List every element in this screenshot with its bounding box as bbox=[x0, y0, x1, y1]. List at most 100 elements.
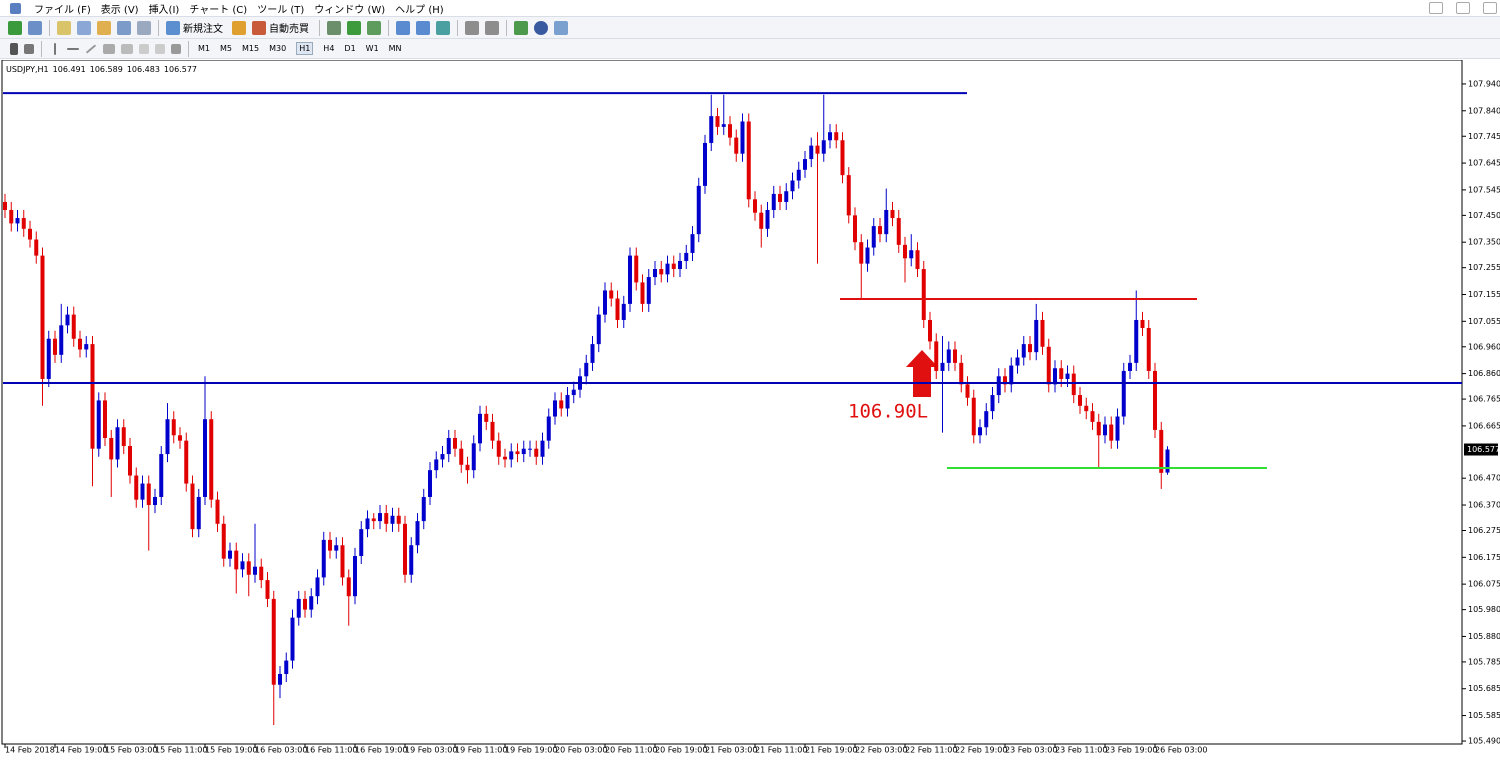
candle-body bbox=[928, 319, 932, 342]
candle-body bbox=[246, 561, 251, 575]
crosshair-tool[interactable] bbox=[24, 43, 34, 54]
channel-tool[interactable] bbox=[103, 43, 115, 54]
y-tick-label: 105.490 bbox=[1468, 737, 1500, 746]
menu-item[interactable]: チャート (C) bbox=[189, 4, 248, 16]
zoom-out-button[interactable] bbox=[416, 20, 430, 35]
header-high: 106.589 bbox=[90, 65, 123, 74]
candle-body bbox=[728, 124, 732, 138]
candle-body bbox=[840, 140, 845, 176]
minimize-button[interactable] bbox=[1429, 2, 1443, 14]
hline-tool[interactable] bbox=[67, 47, 79, 50]
tool-button[interactable] bbox=[327, 20, 341, 35]
tool-button[interactable] bbox=[436, 20, 450, 35]
new-order-icon[interactable] bbox=[166, 20, 180, 35]
menu-item[interactable]: ヘルプ (H) bbox=[395, 4, 444, 16]
arrow-tool[interactable] bbox=[171, 43, 181, 54]
tool-button[interactable] bbox=[514, 20, 528, 35]
cursor-tool[interactable] bbox=[10, 42, 18, 55]
timeframe-button[interactable]: M15 bbox=[242, 44, 260, 53]
vline-tool[interactable] bbox=[54, 42, 56, 55]
menu-item[interactable]: ウィンドウ (W) bbox=[314, 4, 386, 16]
candle-body bbox=[828, 132, 832, 141]
candle-body bbox=[1015, 357, 1020, 366]
candle-body bbox=[496, 440, 501, 457]
menu-item[interactable]: ツール (T) bbox=[257, 4, 305, 16]
auto-trading-icon[interactable] bbox=[252, 20, 266, 35]
candle-body bbox=[1078, 395, 1082, 406]
candle-body bbox=[940, 362, 945, 371]
tool-button[interactable] bbox=[77, 20, 91, 35]
new-order-button[interactable]: 新規注文 bbox=[183, 24, 223, 35]
candle-body bbox=[271, 598, 276, 685]
timeframe-button[interactable]: M1 bbox=[198, 44, 210, 53]
timeframe-button[interactable]: MN bbox=[388, 44, 402, 53]
restore-button[interactable] bbox=[1456, 2, 1470, 14]
candle-body bbox=[40, 255, 45, 379]
y-tick-label: 105.585 bbox=[1468, 711, 1500, 720]
candle-body bbox=[34, 239, 39, 256]
tool-button[interactable] bbox=[232, 20, 246, 35]
candle-body bbox=[228, 550, 232, 559]
trendline-tool[interactable] bbox=[85, 43, 97, 54]
timeframe-button[interactable]: M30 bbox=[269, 44, 287, 53]
tool-button[interactable] bbox=[554, 20, 568, 35]
tool-button[interactable] bbox=[117, 20, 131, 35]
candle-body bbox=[521, 448, 526, 455]
text-tool[interactable] bbox=[139, 43, 149, 54]
candle-body bbox=[3, 201, 7, 211]
auto-trading-button[interactable]: 自動売買 bbox=[269, 24, 309, 35]
candle-body bbox=[546, 416, 551, 441]
tool-button[interactable] bbox=[465, 20, 479, 35]
y-tick-label: 106.370 bbox=[1468, 501, 1500, 510]
tool-button[interactable] bbox=[28, 20, 42, 35]
timeframe-button[interactable]: M5 bbox=[220, 44, 232, 53]
candle-body bbox=[628, 255, 632, 304]
candle-body bbox=[959, 362, 964, 385]
candle-body bbox=[1034, 319, 1039, 353]
menu-item[interactable]: 表示 (V) bbox=[100, 4, 139, 16]
candle-body bbox=[165, 419, 170, 455]
candle-body bbox=[59, 325, 64, 355]
candle-body bbox=[315, 577, 320, 597]
candle-body bbox=[903, 244, 907, 259]
tool-button[interactable] bbox=[57, 20, 71, 35]
candle-body bbox=[740, 121, 745, 154]
candle-body bbox=[440, 454, 445, 460]
timeframe-button[interactable]: W1 bbox=[365, 44, 379, 53]
fibo-tool[interactable] bbox=[121, 43, 133, 54]
timeframe-button[interactable]: H4 bbox=[323, 44, 335, 53]
candle-body bbox=[1165, 449, 1170, 473]
y-tick-label: 107.840 bbox=[1468, 106, 1500, 115]
candle-body bbox=[821, 140, 826, 154]
tool-button[interactable] bbox=[367, 20, 381, 35]
candle-body bbox=[15, 218, 20, 224]
timeframe-button[interactable]: H1 bbox=[296, 42, 314, 55]
toolbar: M1 M5 M15 M30 H1 H4 D1 W1 MN bbox=[0, 39, 1500, 59]
y-tick-label: 105.685 bbox=[1468, 684, 1500, 693]
label-tool[interactable] bbox=[155, 43, 165, 54]
tool-button[interactable] bbox=[8, 20, 22, 35]
menu-item[interactable]: ファイル (F) bbox=[34, 4, 91, 16]
tool-button[interactable] bbox=[137, 20, 151, 35]
x-tick-label: 21 Feb 03:00 bbox=[705, 746, 757, 755]
candle-body bbox=[1059, 368, 1064, 379]
candle-body bbox=[584, 362, 589, 377]
zoom-in-button[interactable] bbox=[396, 20, 410, 35]
candle-body bbox=[115, 427, 120, 460]
timeframe-button[interactable]: D1 bbox=[344, 44, 356, 53]
x-tick-label: 15 Feb 03:00 bbox=[105, 746, 157, 755]
candle-body bbox=[396, 515, 401, 524]
x-tick-label: 20 Feb 03:00 bbox=[555, 746, 607, 755]
tool-button[interactable] bbox=[97, 20, 111, 35]
candle-body bbox=[484, 413, 489, 422]
candle-body bbox=[134, 475, 139, 500]
candle-body bbox=[96, 400, 101, 449]
tool-button[interactable] bbox=[347, 20, 361, 35]
menu-item[interactable]: 挿入(I) bbox=[148, 4, 180, 16]
close-button[interactable] bbox=[1483, 2, 1497, 14]
tool-button[interactable] bbox=[485, 20, 499, 35]
tool-button[interactable] bbox=[534, 20, 548, 35]
candle-body bbox=[203, 419, 207, 497]
candle-body bbox=[590, 344, 595, 363]
